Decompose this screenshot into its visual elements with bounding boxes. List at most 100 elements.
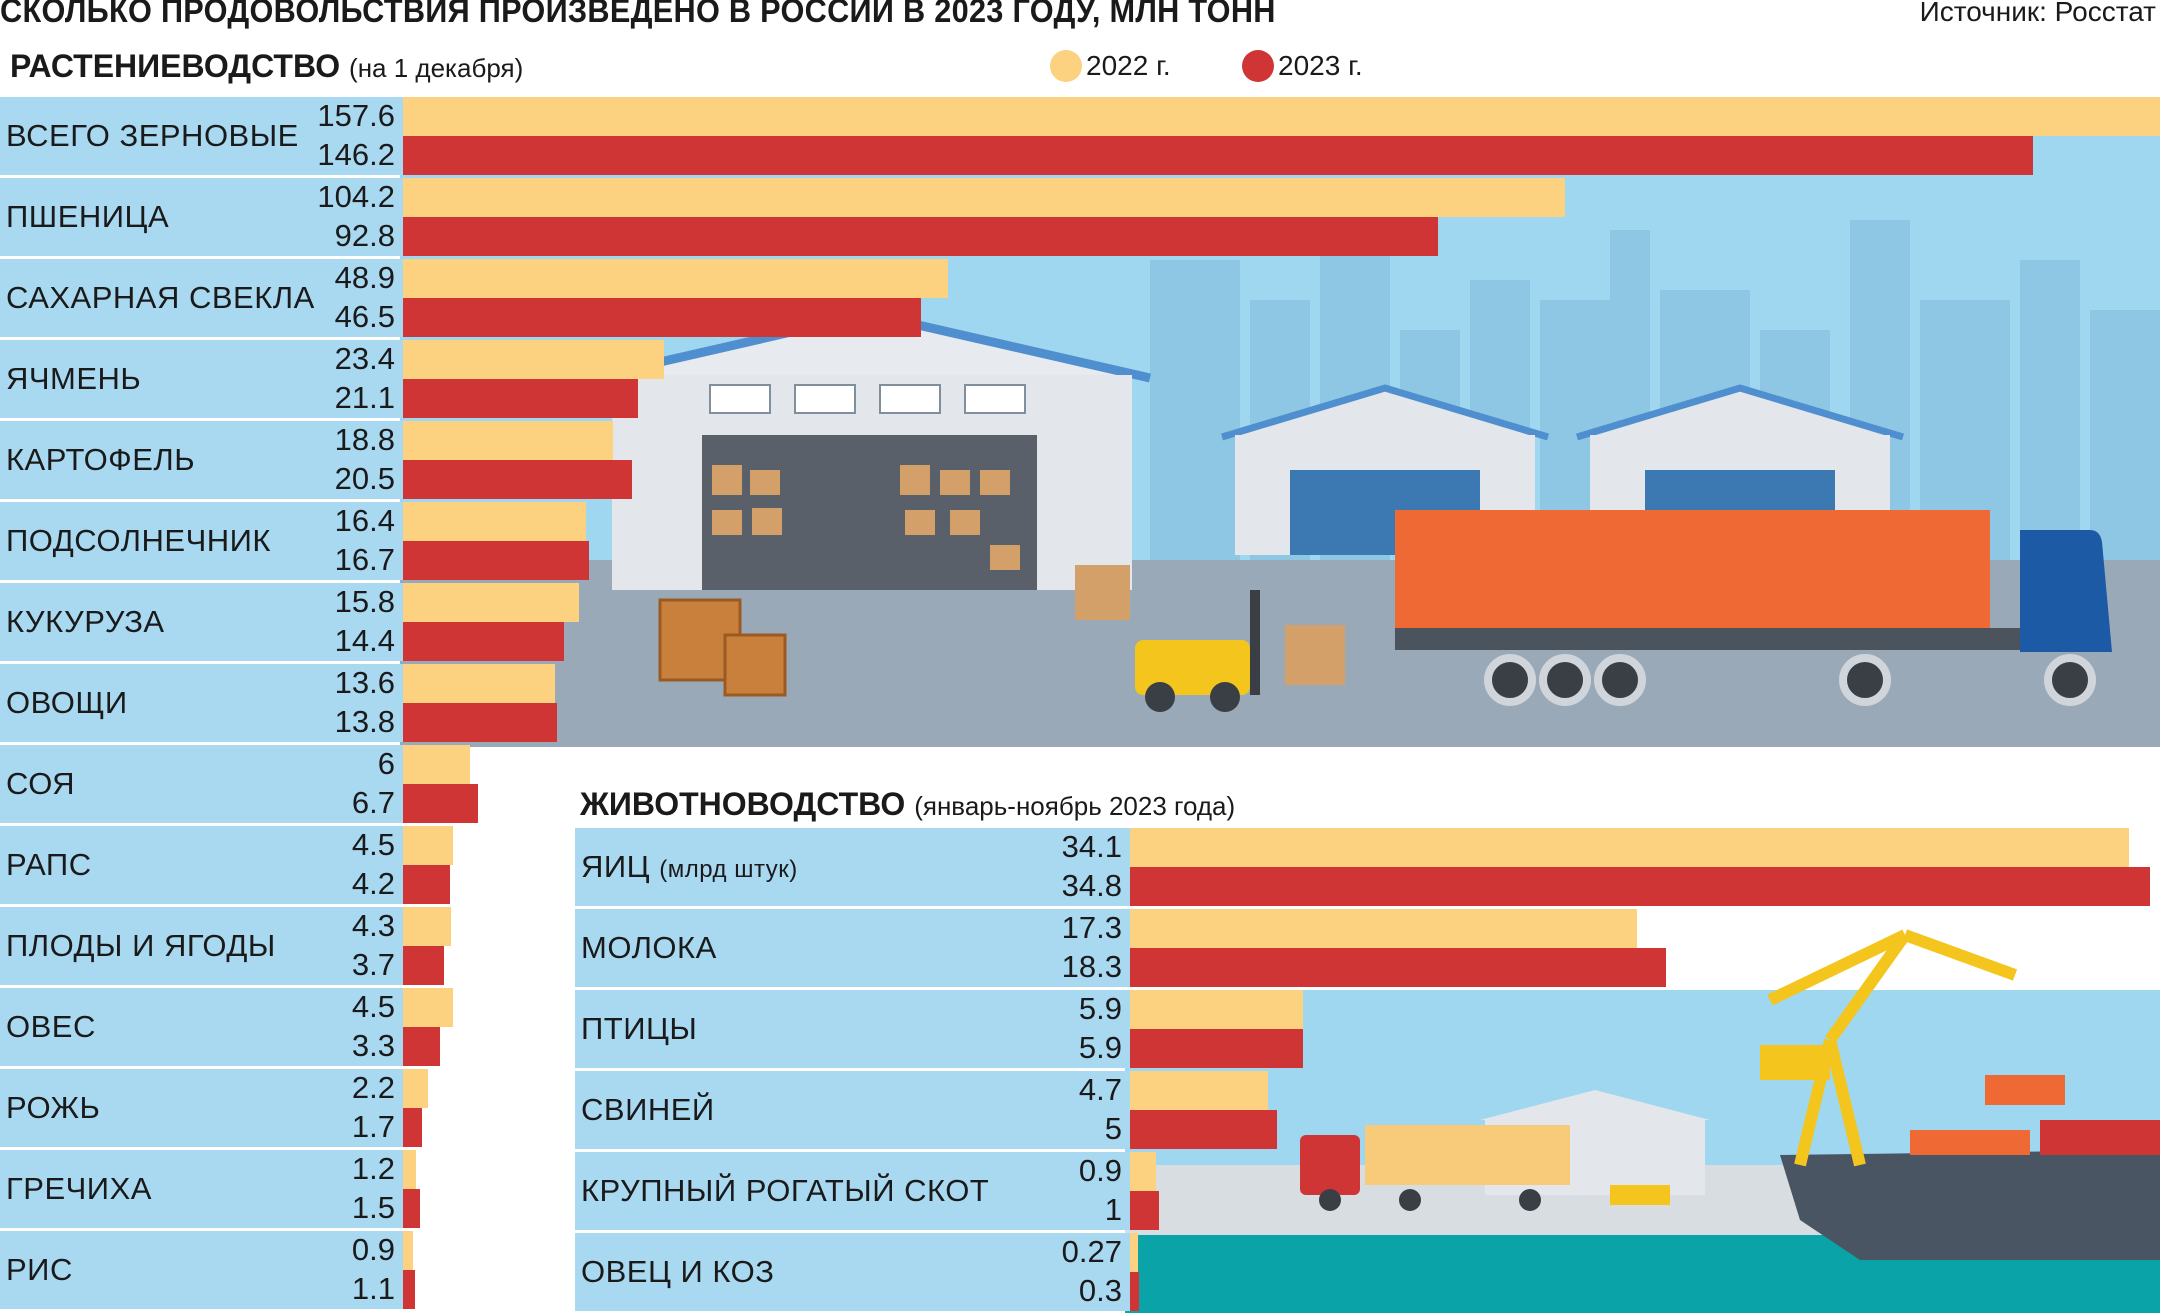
crop-15-label-bg [0,1231,403,1309]
crop-7-value-2023: 14.4 [334,622,395,658]
crop-12-name: ОВЕС [6,1008,96,1044]
legend-2023-label: 2023 г. [1278,50,1363,81]
crop-13-name: РОЖЬ [6,1089,101,1125]
crop-10-value-2022: 4.5 [351,826,395,862]
livestock-2-value-2023: 18.3 [1061,948,1122,984]
crop-1-label: ВСЕГО ЗЕРНОВЫЕ [6,118,299,154]
livestock-6-bar-2023 [1130,1272,1139,1311]
crop-14-value-2022: 1.2 [351,1150,395,1186]
livestock-4-label: СВИНЕЙ [581,1092,715,1128]
livestock-4-label-bg [575,1071,1130,1149]
crop-7-bar-2022 [403,583,580,622]
livestock-3-name: ПТИЦЫ [581,1010,698,1046]
livestock-6-name: ОВЕЦ И КОЗ [581,1253,775,1289]
crop-11-bar-2022 [403,907,451,946]
crop-3-value-2022: 48.9 [334,259,395,295]
crop-10-value-2023: 4.2 [351,865,395,901]
crop-12-label-bg [0,988,403,1066]
crop-1-bar-2022 [403,97,2160,136]
crop-8-name: ОВОЩИ [6,684,128,720]
livestock-2-name: МОЛОКА [581,929,717,965]
crop-7-bar-2023 [403,622,564,661]
crop-15-bar-2023 [403,1270,416,1309]
livestock-5-value-2023: 1 [1104,1191,1122,1227]
legend-2022-label: 2022 г. [1086,50,1171,81]
crop-11-label-bg [0,907,403,985]
crop-14-bar-2022 [403,1150,417,1189]
crop-11-value-2022: 4.3 [351,907,395,943]
livestock-1-value-2022: 34.1 [1061,828,1122,864]
crop-3-label-bg [0,259,403,337]
crop-10-bar-2023 [403,865,450,904]
livestock-3-value-2022: 5.9 [1078,990,1122,1026]
crop-7-value-2022: 15.8 [334,583,395,619]
crop-section-title: РАСТЕНИЕВОДСТВО [10,48,341,84]
livestock-3-bar-2022 [1130,990,1303,1029]
livestock-3-bar-2023 [1130,1029,1303,1068]
source-note: Источник: Росстат [1919,0,2156,27]
crop-2-bar-2022 [403,178,1565,217]
crop-13-bar-2022 [403,1069,428,1108]
crop-3-bar-2022 [403,259,949,298]
crop-5-bar-2022 [403,421,613,460]
legend-2023-swatch [1242,50,1274,82]
crop-4-label: ЯЧМЕНЬ [6,361,141,397]
livestock-2-value-2022: 17.3 [1061,909,1122,945]
crop-1-bar-2023 [403,136,2033,175]
livestock-1-unit-note: (млрд штук) [659,855,798,883]
livestock-1-label-bg [575,828,1130,906]
livestock-4-name: СВИНЕЙ [581,1091,715,1127]
crop-6-name: ПОДСОЛНЕЧНИК [6,522,271,558]
livestock-5-bar-2023 [1130,1191,1160,1230]
crop-15-value-2023: 1.1 [351,1270,395,1306]
livestock-4-value-2022: 4.7 [1078,1071,1122,1107]
livestock-5-name: КРУПНЫЙ РОГАТЫЙ СКОТ [581,1172,990,1208]
truck-trailer [1395,510,1990,628]
forklift [1135,640,1250,695]
livestock-5-bar-2022 [1130,1152,1157,1191]
crop-10-label: РАПС [6,847,92,883]
livestock-6-bar-2022 [1130,1233,1138,1272]
crop-12-bar-2023 [403,1027,440,1066]
port-truck-trailer [1365,1125,1570,1185]
crop-15-bar-2022 [403,1231,414,1270]
crop-7-name: КУКУРУЗА [6,603,165,639]
crop-12-label: ОВЕС [6,1009,96,1045]
crop-8-value-2022: 13.6 [334,664,395,700]
livestock-6-value-2023: 0.3 [1078,1272,1122,1308]
livestock-1-bar-2023 [1130,867,2150,906]
crop-13-label-bg [0,1069,403,1147]
crop-3-bar-2023 [403,298,922,337]
livestock-3-label: ПТИЦЫ [581,1011,697,1047]
crop-6-bar-2023 [403,541,590,580]
livestock-2-bar-2023 [1130,948,1667,987]
crop-6-label: ПОДСОЛНЕЧНИК [6,523,271,559]
crop-2-label-bg [0,178,403,256]
livestock-6-value-2022: 0.27 [1061,1233,1122,1269]
crop-2-name: ПШЕНИЦА [6,198,170,234]
crop-1-value-2022: 157.6 [317,97,395,133]
livestock-5-label: КРУПНЫЙ РОГАТЫЙ СКОТ [581,1173,989,1209]
livestock-4-bar-2022 [1130,1071,1268,1110]
crop-15-name: РИС [6,1251,73,1287]
crop-9-bar-2022 [403,745,470,784]
crop-2-value-2023: 92.8 [334,217,395,253]
port-truck-cab [1300,1135,1360,1195]
crop-7-label: КУКУРУЗА [6,604,165,640]
crop-13-value-2022: 2.2 [351,1069,395,1105]
crop-9-value-2023: 6.7 [351,784,395,820]
truck-wheels [1484,654,2096,706]
crop-5-name: КАРТОФЕЛЬ [6,441,196,477]
crop-10-label-bg [0,826,403,904]
crop-15-label: РИС [6,1252,73,1288]
livestock-section-heading: ЖИВОТНОВОДСТВО (январь-ноябрь 2023 года) [580,786,1235,823]
cargo-ship [1780,1150,2160,1260]
crop-5-bar-2023 [403,460,632,499]
livestock-5-value-2022: 0.9 [1078,1152,1122,1188]
livestock-section-title: ЖИВОТНОВОДСТВО [580,786,906,822]
livestock-1-value-2023: 34.8 [1061,867,1122,903]
crop-1-name: ВСЕГО ЗЕРНОВЫЕ [6,117,299,153]
